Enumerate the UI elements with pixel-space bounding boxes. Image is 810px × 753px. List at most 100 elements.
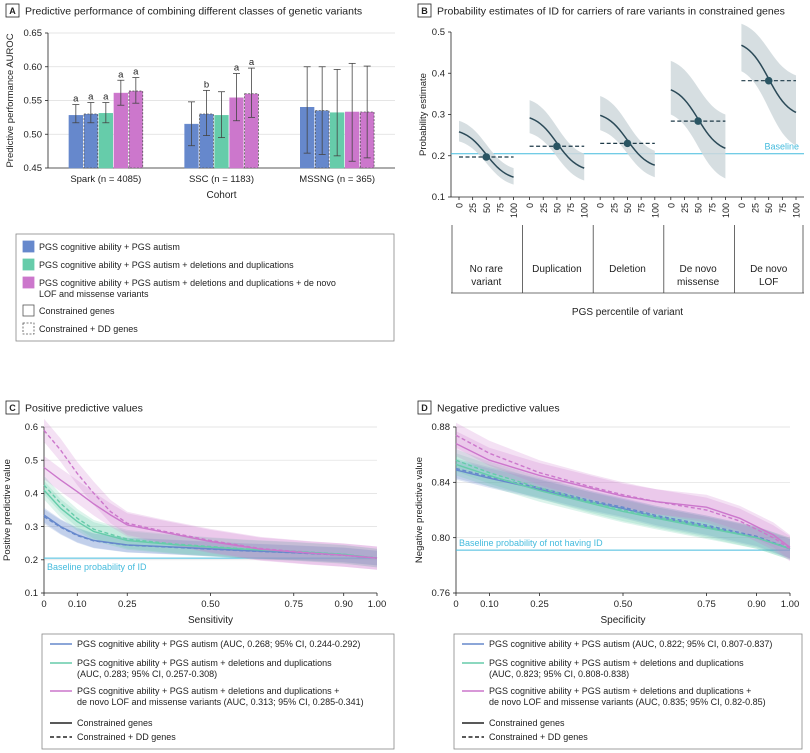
y-axis-label: Predictive performance AUROC [5, 33, 16, 167]
group-label: Duplication [532, 264, 581, 275]
x-tick-label: 75 [495, 203, 505, 213]
legend-label: Constrained genes [39, 306, 115, 316]
x-tick-label: 0.90 [334, 599, 353, 610]
panel-letter: C [9, 403, 16, 413]
legend-label: de novo LOF and missense variants (AUC, … [77, 697, 364, 707]
panel-title: Probability estimates of ID for carriers… [437, 6, 785, 18]
x-tick-label: 1.00 [368, 599, 387, 610]
legend-label: PGS cognitive ability + PGS autism + del… [39, 278, 336, 288]
x-tick-label: SSC (n = 1183) [189, 174, 254, 185]
panel-c-plot: 0.1 0.2 0.3 0.4 0.5 0.6 0 0.10 0.25 0.50 0.75 0.90 1… [2, 418, 387, 626]
panel-letter: D [421, 403, 428, 413]
legend-label: LOF and missense variants [39, 289, 149, 299]
x-tick-label: 0.50 [614, 599, 633, 610]
legend-label: de novo LOF and missense variants (AUC, … [489, 697, 766, 707]
y-tick-label: 0.4 [432, 68, 445, 79]
confidence-band [741, 23, 796, 146]
confidence-band [44, 418, 377, 570]
x-axis-label: Cohort [206, 190, 236, 201]
x-tick-label: 0.75 [697, 599, 716, 610]
x-tick-label: 0.25 [118, 599, 137, 610]
y-tick-label: 0.5 [432, 27, 445, 38]
panel-letter-box [5, 3, 20, 18]
x-tick-label: 50 [482, 203, 492, 213]
group-label: LOF [759, 277, 778, 288]
y-axis-label: Probability estimate [418, 73, 429, 156]
x-tick-label: 0 [737, 203, 747, 208]
group-label: De novo [750, 264, 788, 275]
legend-label: PGS cognitive ability + PGS autism + del… [77, 658, 332, 668]
y-tick-label: 0.84 [432, 478, 451, 489]
x-tick-label: 0 [455, 203, 465, 208]
panel-a-plot: 0.45 0.50 0.55 0.60 0.65 Predictive performan… [5, 28, 395, 201]
y-axis-label: Positive predictive value [2, 459, 13, 561]
baseline-label: Baseline [764, 142, 799, 152]
confidence-band [529, 100, 585, 181]
mean-point [694, 117, 702, 125]
confidence-band [456, 449, 790, 560]
legend-label: PGS cognitive ability + PGS autism + del… [489, 686, 751, 696]
y-tick-label: 0.1 [432, 192, 445, 203]
x-tick-label: 100 [721, 203, 731, 218]
bar [244, 93, 259, 169]
series-line-dashed [455, 434, 791, 550]
series-line-dashed [43, 516, 378, 559]
mean-point [764, 76, 773, 85]
group-label: variant [471, 277, 501, 288]
panel-title: Positive predictive values [25, 403, 143, 415]
legend-swatch [22, 322, 35, 335]
confidence-band [600, 95, 655, 178]
legend-label: PGS cognitive ability + PGS autism + del… [489, 658, 744, 668]
x-tick-label: 0.90 [747, 599, 766, 610]
y-tick-label: 0.76 [432, 588, 451, 599]
y-tick-label: 0.3 [25, 522, 38, 533]
x-tick-label: Spark (n = 4085) [70, 174, 141, 185]
legend-label: Constrained + DD genes [77, 732, 176, 742]
mean-point [553, 142, 561, 151]
panel-letter-box [417, 3, 432, 18]
legend-label: Constrained genes [77, 718, 153, 728]
group-label: Deletion [609, 264, 646, 275]
baseline-label: Baseline probability of not having ID [459, 538, 603, 548]
confidence-band [44, 455, 377, 570]
x-tick-label: 0 [596, 203, 606, 208]
baseline-label: Baseline probability of ID [47, 562, 147, 572]
confidence-band [44, 480, 377, 568]
y-axis-label: Negative predictive value [414, 457, 425, 563]
panel-d-plot: 0.76 0.80 0.84 0.88 0 0.10 0.25 0.50 0.75 0.90 1.0… [414, 422, 799, 626]
confidence-band [456, 422, 790, 562]
significance-label: b [204, 79, 209, 90]
legend-label: PGS cognitive ability + PGS autism (AUC,… [77, 639, 360, 649]
legend-label: PGS cognitive ability + PGS autism + del… [39, 260, 294, 270]
y-tick-label: 0.60 [24, 62, 43, 73]
x-tick-label: 1.00 [781, 599, 800, 610]
x-tick-label: 100 [509, 203, 519, 218]
legend-label: (AUC, 0.283; 95% CI, 0.257-0.308) [77, 669, 217, 679]
x-tick-label: 50 [764, 203, 774, 213]
panel-c-legend: PGS cognitive ability + PGS autism (AUC,… [41, 633, 395, 750]
x-tick-label: 0 [666, 203, 676, 208]
legend-label: Constrained + DD genes [489, 732, 588, 742]
x-tick-label: 25 [539, 203, 549, 213]
panel-letter-box [5, 400, 20, 415]
y-tick-label: 0.55 [24, 96, 43, 107]
x-tick-label: 100 [580, 203, 590, 218]
legend-label: (AUC, 0.823; 95% CI, 0.808-0.838) [489, 669, 629, 679]
x-tick-label: 0 [453, 599, 458, 610]
panel-title: Predictive performance of combining diff… [25, 6, 362, 18]
legend-box [453, 633, 803, 750]
panel-a-legend: PGS cognitive ability + PGS autism PGS co… [15, 233, 395, 342]
bar [68, 115, 83, 169]
x-tick-label: 75 [778, 203, 788, 213]
x-tick-label: 100 [792, 203, 802, 218]
x-tick-label: 75 [566, 203, 576, 213]
y-tick-label: 0.4 [25, 489, 38, 500]
legend-swatch [22, 304, 35, 317]
panel-letter: B [421, 6, 428, 16]
bar [128, 90, 144, 169]
x-tick-label: 0.10 [480, 599, 499, 610]
legend-label: PGS cognitive ability + PGS autism + del… [77, 686, 339, 696]
significance-label: a [118, 69, 124, 80]
x-tick-label: 50 [552, 203, 562, 213]
